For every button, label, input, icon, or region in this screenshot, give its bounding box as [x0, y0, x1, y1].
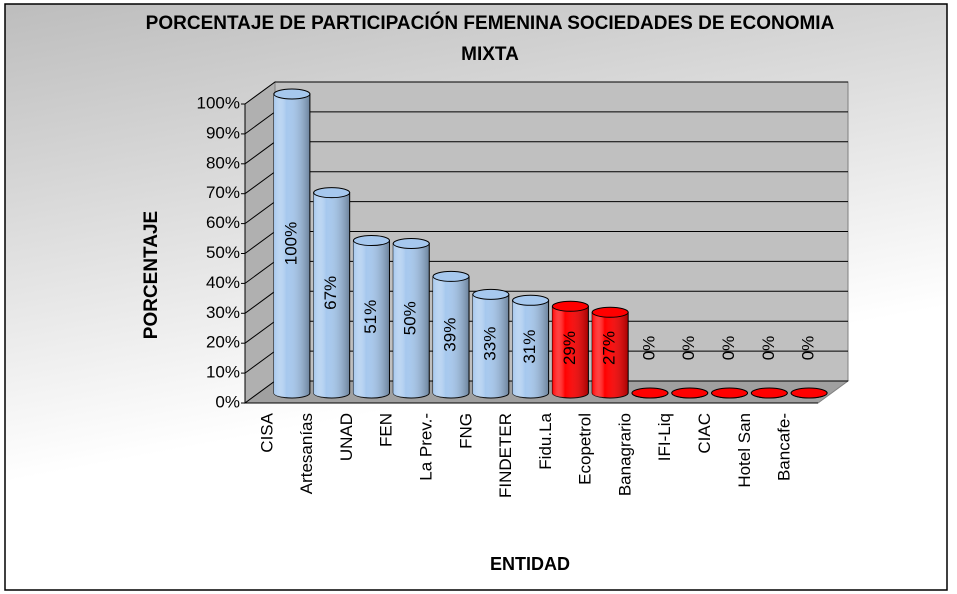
cylinder-shade — [273, 94, 310, 398]
y-tick-label: 50% — [206, 243, 240, 262]
x-tick-label: Banagrario — [615, 413, 634, 496]
cylinder-top — [472, 288, 510, 300]
cylinder-top — [313, 187, 351, 199]
value-label: 31% — [520, 330, 539, 364]
grid-line — [244, 81, 848, 105]
value-label: 27% — [600, 331, 619, 365]
cylinder-top — [273, 88, 311, 100]
value-label: 29% — [560, 331, 579, 365]
y-tick-label: 10% — [206, 363, 240, 382]
x-tick-label: CISA — [257, 412, 276, 452]
cylinder-shade — [592, 312, 629, 398]
value-label: 67% — [321, 276, 340, 310]
y-tick-label: 100% — [197, 93, 240, 112]
cylinder-shade — [353, 240, 390, 398]
cylinder-shade — [472, 294, 509, 398]
value-label: 0% — [719, 336, 738, 361]
x-tick-label: IFI-Liq — [655, 413, 674, 461]
value-label: 0% — [679, 336, 698, 361]
value-label: 100% — [281, 222, 300, 265]
y-tick-label: 80% — [206, 153, 240, 172]
y-tick-label: 30% — [206, 303, 240, 322]
cylinder-top — [591, 306, 629, 318]
x-tick-label: FEN — [377, 413, 396, 447]
cylinder-top — [352, 235, 390, 247]
cylinder-top — [671, 387, 709, 399]
y-tick-label: 20% — [206, 333, 240, 352]
y-tick-label: 0% — [215, 392, 240, 411]
value-label: 50% — [401, 301, 420, 335]
cylinder-shade — [552, 306, 589, 398]
x-tick-label: Artesanías — [297, 413, 316, 494]
y-tick-label: 40% — [206, 273, 240, 292]
x-tick-label: Fidu.La — [536, 412, 555, 469]
value-label: 33% — [480, 327, 499, 361]
x-tick-label: Bancafe- — [775, 413, 794, 481]
value-label: 39% — [441, 318, 460, 352]
y-axis-title: PORCENTAJE — [141, 211, 162, 339]
cylinder-shade — [393, 243, 430, 398]
x-tick-label: FINDETER — [496, 413, 515, 498]
value-label: 0% — [759, 336, 778, 361]
cylinder-top — [512, 294, 550, 306]
value-label: 51% — [361, 300, 380, 334]
y-tick-label: 60% — [206, 213, 240, 232]
value-label: 0% — [799, 336, 818, 361]
y-tick-label: 90% — [206, 123, 240, 142]
x-tick-label: Hotel San — [735, 413, 754, 488]
cylinder-top — [790, 387, 828, 399]
x-tick-label: Ecopetrol — [576, 413, 595, 485]
x-tick-label: CIAC — [695, 413, 714, 454]
value-label: 0% — [639, 336, 658, 361]
chart-title: PORCENTAJE DE PARTICIPACIÓN FEMENINA SOC… — [145, 13, 835, 65]
x-tick-label: La Prev.- — [417, 413, 436, 481]
cylinder-shade — [512, 300, 549, 398]
y-tick-label: 70% — [206, 183, 240, 202]
cylinder-top — [711, 387, 749, 399]
cylinder-top — [750, 387, 788, 399]
cylinder-top — [631, 387, 669, 399]
cylinder-shade — [313, 192, 350, 398]
cylinder-shade — [433, 276, 470, 398]
cylinder-top — [432, 270, 470, 282]
cylinder-top — [551, 300, 589, 312]
cylinder-top — [392, 238, 430, 249]
x-tick-label: UNAD — [337, 413, 356, 461]
x-tick-label: FNG — [456, 413, 475, 449]
x-axis-title: ENTIDAD — [490, 554, 570, 574]
